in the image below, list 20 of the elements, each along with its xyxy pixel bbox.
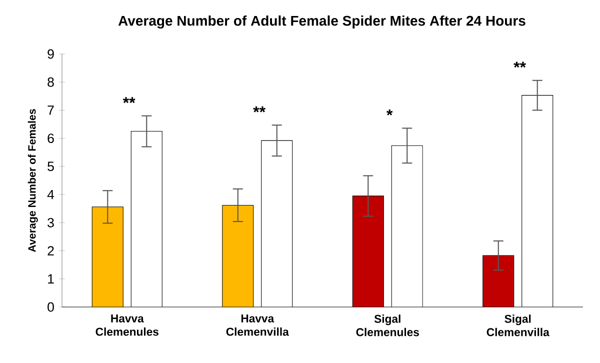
y-axis-title: Average Number of Females <box>28 109 38 252</box>
y-tick-label: 1 <box>48 274 54 284</box>
annotation: ** <box>514 62 526 68</box>
x-tick-label: Sigal Clemenvilla <box>486 314 550 336</box>
x-tick-label: Sigal Clemenules <box>356 314 419 336</box>
annotation: ** <box>253 106 266 112</box>
y-tick-label: 4 <box>47 190 54 200</box>
y-tick-label: 6 <box>48 134 54 144</box>
y-tick-label: 2 <box>48 246 54 256</box>
y-tick-label: 3 <box>48 218 54 228</box>
annotation: * <box>386 109 393 116</box>
y-tick-label: 5 <box>48 162 54 172</box>
y-tick-label: 0 <box>48 302 54 312</box>
x-tick-label: Havva Clemenvilla <box>226 314 289 336</box>
y-tick-label: 8 <box>48 77 54 87</box>
y-tick-label: 9 <box>48 49 54 59</box>
y-tick-label: 7 <box>48 106 54 115</box>
chart-title: Average Number of Adult Female Spider Mites After 24 Hours <box>118 15 526 29</box>
annotation: ** <box>122 97 136 104</box>
x-tick-label: Havva Clemenules <box>96 314 158 336</box>
